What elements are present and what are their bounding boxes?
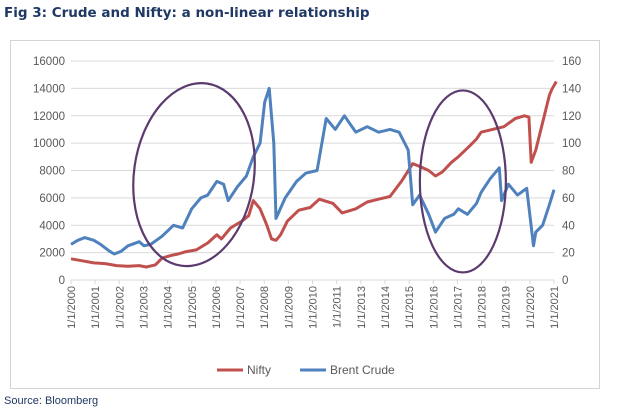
y-tick-label-right: 140 (562, 83, 581, 95)
y-tick-label-right: 100 (562, 138, 581, 150)
annotation-ellipse (418, 89, 507, 274)
x-tick-label: 1/1/2014 (380, 286, 392, 329)
y-tick-label-left: 14000 (33, 83, 65, 95)
y-tick-label-right: 60 (562, 193, 575, 205)
x-tick-label: 1/1/2011 (332, 286, 344, 328)
x-tick-label: 1/1/2013 (356, 286, 368, 329)
x-tick-label: 1/1/2010 (308, 286, 320, 329)
x-tick-label: 1/1/2015 (404, 286, 416, 329)
x-tick-label: 1/1/2006 (211, 286, 223, 329)
x-tick-label: 1/1/2005 (187, 286, 199, 329)
y-tick-label-left: 6000 (39, 193, 65, 205)
x-tick-label: 1/1/2000 (66, 286, 78, 329)
source-note: Source: Bloomberg (4, 395, 99, 407)
series-line-nifty (70, 80, 558, 269)
y-tick-label-right: 160 (562, 56, 581, 68)
x-tick-label: 1/1/2021 (549, 286, 561, 329)
x-tick-label: 1/1/2019 (501, 286, 513, 329)
x-tick-label: 1/1/2001 (90, 286, 102, 329)
x-tick-label: 1/1/2003 (138, 286, 150, 329)
x-tick-label: 1/1/2004 (163, 286, 175, 329)
legend-label: Nifty (247, 363, 271, 377)
series-line-brent-crude (70, 86, 556, 256)
y-tick-label-left: 0 (59, 275, 65, 287)
x-tick-label: 1/1/2020 (525, 286, 537, 329)
y-tick-label-left: 12000 (33, 111, 65, 123)
x-tick-label: 1/1/2008 (259, 286, 271, 329)
y-tick-label-left: 4000 (39, 220, 65, 232)
x-tick-label: 1/1/2016 (428, 286, 440, 329)
annotation-ellipse (132, 82, 256, 268)
figure-title: Fig 3: Crude and Nifty: a non-linear rel… (4, 5, 370, 21)
y-tick-label-right: 20 (562, 248, 575, 260)
chart-frame: 0 0 2000 20 4000 40 6000 60 8000 80 10000 100 12000 1… (10, 40, 600, 389)
y-tick-label-right: 0 (562, 275, 568, 287)
legend-label: Brent Crude (330, 363, 395, 377)
x-tick-label: 1/1/2002 (114, 286, 126, 329)
y-tick-label-right: 40 (562, 220, 575, 232)
y-tick-label-left: 10000 (33, 138, 65, 150)
y-tick-label-right: 80 (562, 166, 575, 178)
y-tick-label-left: 16000 (33, 56, 65, 68)
line-chart: 0 0 2000 20 4000 40 6000 60 8000 80 10000 100 12000 1… (33, 56, 581, 377)
y-tick-label-left: 8000 (39, 166, 65, 178)
x-tick-label: 1/1/2009 (283, 286, 295, 329)
x-tick-label: 1/1/2007 (235, 286, 247, 329)
y-tick-label-left: 2000 (39, 248, 65, 260)
x-tick-label: 1/1/2018 (477, 286, 489, 329)
y-tick-label-right: 120 (562, 111, 581, 123)
x-tick-label: 1/1/2017 (452, 286, 464, 329)
